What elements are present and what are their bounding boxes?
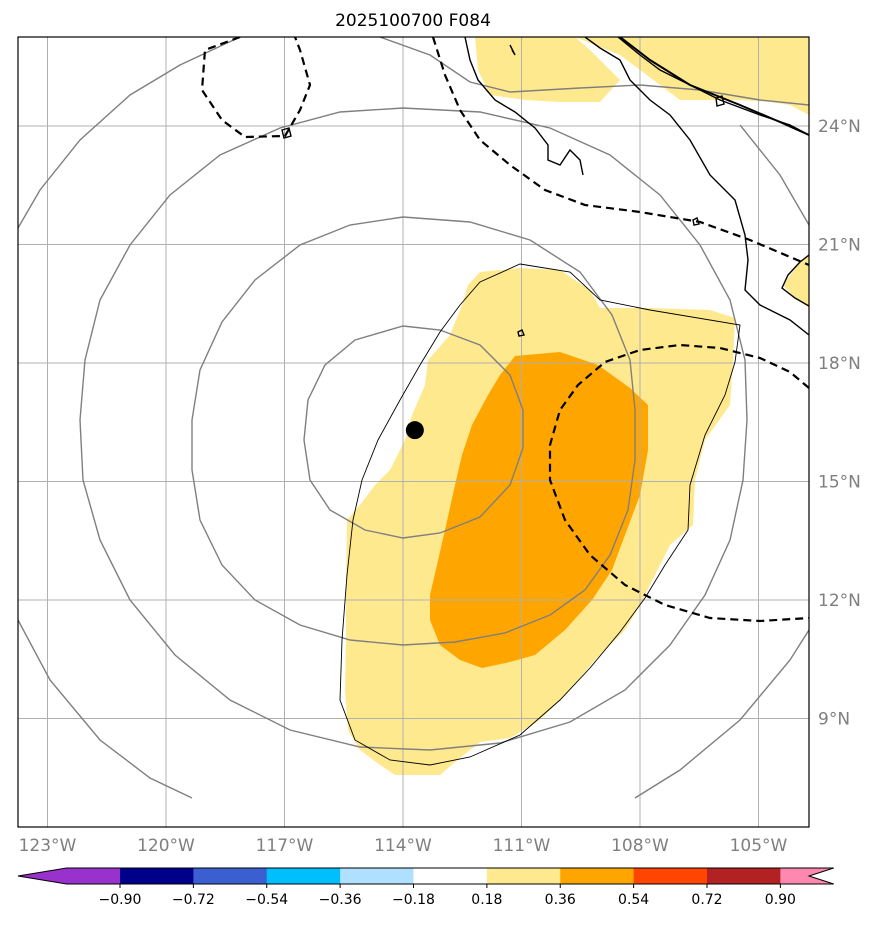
contour-ring-2	[191, 216, 636, 646]
colorbar-bin	[340, 868, 414, 884]
contour-ring-4-lower-right	[634, 629, 809, 799]
contour-ring-4-lower-left	[18, 619, 193, 799]
contour-ring-4-right	[739, 124, 809, 226]
lon-tick-label: 111°W	[493, 836, 551, 856]
colorbar-label: −0.72	[172, 892, 215, 908]
lon-tick-label: 114°W	[374, 836, 432, 856]
lat-tick-label: 18°N	[818, 354, 861, 374]
dashed-contours	[200, 37, 809, 623]
coastline-small-island	[517, 329, 525, 337]
lat-tick-label: 12°N	[818, 591, 861, 611]
colorbar-extension-low	[18, 868, 120, 884]
land-mexico-north	[575, 37, 809, 115]
colorbar-label: −0.90	[99, 892, 142, 908]
lat-tick-label: 15°N	[818, 473, 861, 493]
map-frame	[17, 36, 810, 828]
colorbar-label: 0.90	[765, 892, 796, 908]
contour-ring-3	[79, 107, 748, 751]
colorbar-label: 0.72	[691, 892, 722, 908]
colorbar-bin	[413, 868, 488, 884]
lon-tick-label: 117°W	[256, 836, 314, 856]
lat-tick-label: 9°N	[818, 710, 850, 730]
lon-tick-label: 123°W	[19, 836, 77, 856]
colorbar-bin	[120, 868, 194, 884]
gridlines	[18, 37, 809, 827]
lon-tick-label: 120°W	[137, 836, 195, 856]
land-mexico-east	[783, 255, 809, 308]
colorbar-label: 0.36	[545, 892, 576, 908]
colorbar-bin	[266, 868, 341, 884]
lat-tick-label: 21°N	[818, 236, 861, 256]
dashed-contour-east	[548, 343, 809, 623]
contour-ring-1	[303, 325, 524, 539]
colorbar-bin	[486, 868, 561, 884]
lon-tick-label: 108°W	[611, 836, 669, 856]
lon-tick-label: 105°W	[730, 836, 788, 856]
dashed-contour-northwest	[200, 37, 312, 139]
coastline-baja	[464, 37, 584, 176]
colorbar-label: 0.54	[618, 892, 649, 908]
colorbar-bin	[707, 868, 781, 884]
contour-ring-4	[18, 37, 241, 229]
coastline-mexico	[584, 37, 809, 336]
plot-title: 2025100700 F084	[335, 11, 491, 31]
land-baja-north	[415, 37, 620, 102]
colorbar-label: −0.18	[392, 892, 435, 908]
map-area	[18, 37, 809, 827]
colorbar-outline	[17, 867, 834, 885]
colorbar-label: −0.36	[319, 892, 362, 908]
coastline-small-island-4	[281, 127, 292, 139]
colorbar-label: 0.18	[471, 892, 502, 908]
contour-line-upper	[379, 37, 809, 106]
thin-outline-contour	[339, 263, 741, 766]
colorbar-bin	[193, 868, 268, 884]
lat-tick-label: 24°N	[818, 117, 861, 137]
colorbar-bin	[560, 868, 635, 884]
storm-center-dot-icon	[405, 421, 424, 440]
dashed-contour-north	[431, 37, 809, 267]
coastline-east	[781, 254, 809, 307]
latitude-tick-labels: 24°N 21°N 18°N 15°N 12°N 9°N	[818, 117, 861, 730]
colorbar-bin	[633, 868, 708, 884]
colorbar: −0.90 −0.72 −0.54 −0.36 −0.18 0.18 0.36 0.54 0.7…	[17, 867, 834, 908]
shading-medium-region	[430, 352, 648, 668]
colorbar-label: −0.54	[245, 892, 288, 908]
longitude-tick-labels: 123°W 120°W 117°W 114°W 111°W 108°W 105°W	[19, 836, 788, 856]
coastline-gulf-west	[509, 44, 516, 56]
boundary-line	[619, 37, 809, 136]
coastline-small-island-2	[692, 217, 700, 226]
geopotential-contours	[18, 37, 809, 799]
